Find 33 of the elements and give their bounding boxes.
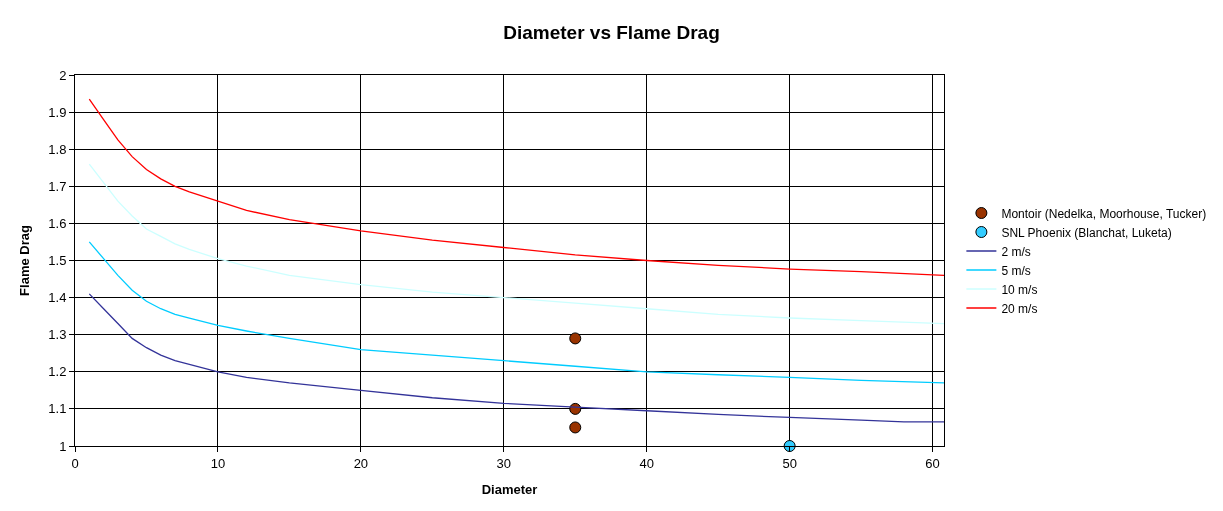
y-tick-label: 1 <box>59 438 67 454</box>
legend-label: 5 m/s <box>1001 263 1031 278</box>
line-series <box>88 293 944 423</box>
x-tick-label: 60 <box>925 455 940 471</box>
line-series <box>88 163 944 325</box>
y-tick-label: 1.1 <box>48 401 67 417</box>
point <box>569 332 582 345</box>
x-tick-label: 10 <box>210 455 226 471</box>
y-tick-label: 1.3 <box>48 327 67 343</box>
y-tick-label: 1.4 <box>48 290 67 306</box>
y-tick-label: 1.7 <box>48 178 67 194</box>
legend-label: SNL Phoenix (Blanchat, Luketa) <box>1001 225 1172 240</box>
legend-label: 10 m/s <box>1001 282 1038 297</box>
y-tick-label: 1.2 <box>48 364 67 380</box>
x-tick-label: 50 <box>782 455 797 471</box>
line-series <box>88 98 944 276</box>
point <box>569 421 582 434</box>
x-axis-title: Diameter <box>481 482 538 498</box>
y-tick-label: 2 <box>59 67 67 83</box>
y-tick-label: 1.6 <box>48 215 67 231</box>
x-tick-label: 20 <box>353 455 369 471</box>
legend-label: 20 m/s <box>1001 301 1038 316</box>
y-tick-label: 1.9 <box>48 104 67 120</box>
x-tick-label: 40 <box>639 455 654 471</box>
line-series <box>88 241 944 384</box>
x-tick-label: 30 <box>496 455 512 471</box>
legend-label: Montoir (Nedelka, Moorhouse, Tucker) <box>1001 206 1207 221</box>
y-tick-label: 1.5 <box>48 253 67 269</box>
chart-title: Diameter vs Flame Drag <box>503 21 720 43</box>
y-axis-title: Flame Drag <box>17 225 33 296</box>
y-tick-label: 1.8 <box>48 141 67 157</box>
x-tick-label: 0 <box>71 455 79 471</box>
legend-label: 2 m/s <box>1001 244 1031 259</box>
